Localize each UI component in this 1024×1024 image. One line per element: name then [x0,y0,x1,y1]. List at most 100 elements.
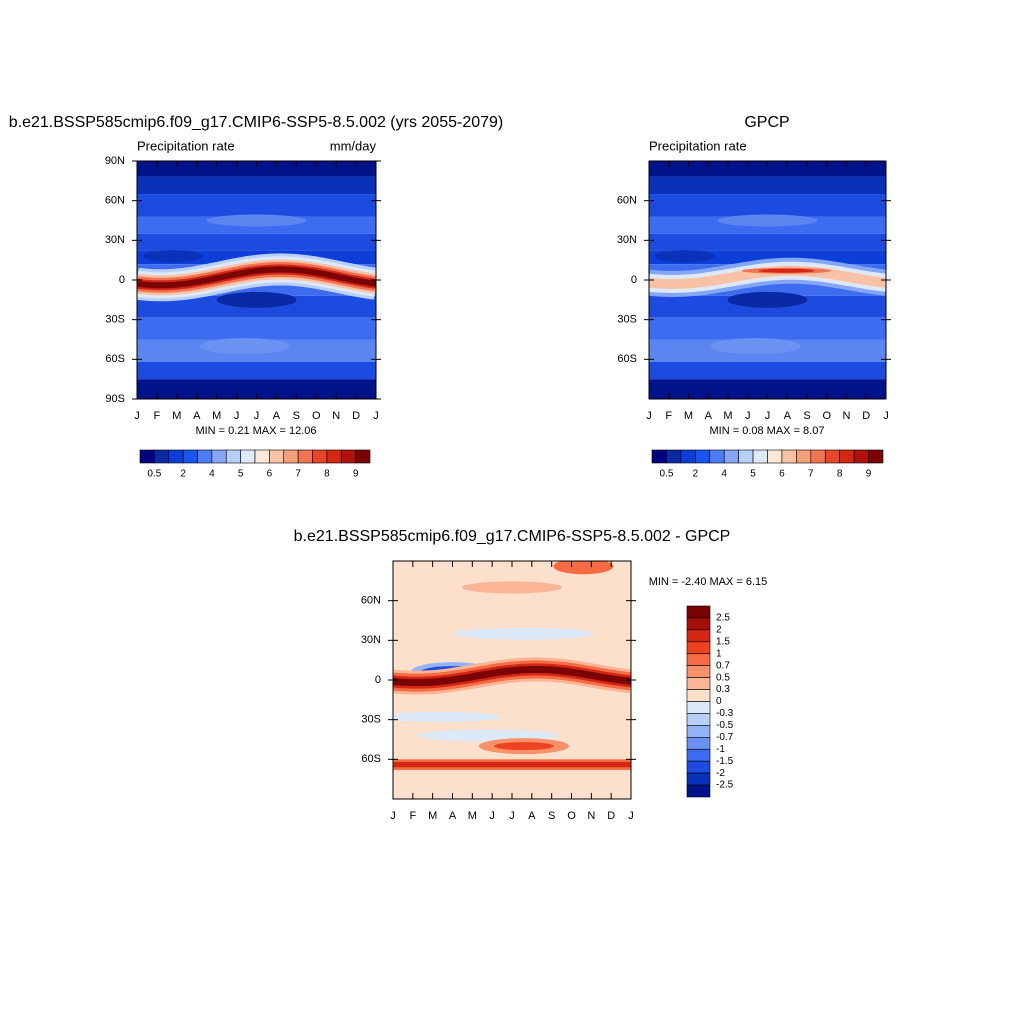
colorbar-box [686,784,711,798]
contour-band [137,194,376,217]
x-tick-label: N [843,410,851,422]
colorbar-box [723,449,739,464]
x-tick-label: D [607,810,615,822]
y-tick-label: 60N [361,595,381,607]
colorbar-box [686,641,711,655]
x-tick-label: F [409,810,416,822]
colorbar-box [686,689,711,702]
panel-title: GPCP [744,114,789,131]
x-tick-label: N [332,410,340,422]
colorbar-box [686,701,711,714]
colorbar-box [738,449,754,464]
colorbar-box [340,449,356,464]
colorbar-label: -1 [716,744,725,755]
x-tick-label: N [587,810,595,822]
colorbar-box [781,449,797,464]
colorbar-box [810,449,826,464]
colorbar-label: 6 [779,469,785,480]
contour-patch [727,291,808,308]
x-tick-label: J [134,410,140,422]
colorbar-box [154,449,170,464]
y-tick-label: 60N [617,195,637,207]
x-tick-label: A [528,810,536,822]
colorbar-box [686,713,711,726]
right-label: mm/day [330,138,377,153]
colorbar-box [297,449,313,464]
contour-band [393,761,631,768]
colorbar-box [686,617,711,631]
colorbar-label: 9 [353,469,359,480]
colorbar-box [752,449,768,464]
x-tick-label: S [548,810,555,822]
colorbar-box [211,449,227,464]
y-tick-label: 60S [105,353,125,365]
colorbar-label: 7 [808,469,814,480]
colorbar-box [225,449,241,464]
x-tick-label: J [489,810,495,822]
colorbar-label: 1.5 [716,636,730,647]
contour-band [137,266,376,289]
x-tick-label: O [822,410,831,422]
x-tick-label: O [312,410,321,422]
contour-band [137,233,376,251]
colorbar-box [686,760,711,774]
contour-band [393,665,631,687]
colorbar-label: 0.5 [147,469,161,480]
colorbar-box [686,605,711,619]
colorbar-box [839,449,855,464]
x-tick-label: A [449,810,457,822]
colorbar-box [269,449,285,464]
colorbar-box [709,449,725,464]
colorbar-label: 5 [750,469,756,480]
colorbar-label: 9 [866,469,872,480]
y-tick-label: 30S [105,314,125,326]
contour-patch [710,338,801,355]
colorbar-box [767,449,783,464]
colorbar-box [283,449,299,464]
x-tick-label: F [154,410,161,422]
x-tick-label: A [705,410,713,422]
contour-field [649,161,886,399]
y-tick-label: 30N [617,234,637,246]
contour-patch [553,561,614,575]
colorbar-box [686,653,711,666]
contour-band [649,361,886,380]
contour-patch [216,291,297,308]
colorbar-label: 0.5 [716,672,730,683]
contour-patch [142,250,203,263]
contour-field [137,161,376,399]
contour-patch [453,627,594,640]
contour-patch [393,712,501,723]
colorbar-box [666,449,682,464]
x-tick-label: J [883,410,889,422]
contour-patch [199,338,290,355]
y-tick-label: 30N [361,634,381,646]
contour-band [649,176,886,195]
x-tick-label: A [193,410,201,422]
y-tick-label: 90N [105,155,125,167]
contour-patch [717,214,818,227]
colorbar-label: 0 [716,696,722,707]
contour-patch [462,581,562,594]
x-tick-label: O [567,810,576,822]
x-tick-label: J [254,410,260,422]
colorbar-box [686,737,711,750]
colorbar-label: 8 [324,469,330,480]
colorbar-label: 0.5 [659,469,673,480]
colorbar-label: -0.7 [716,732,734,743]
contour-band [649,317,886,340]
colorbar-label: 2.5 [716,613,730,624]
x-tick-label: S [803,410,810,422]
colorbar-box [312,449,328,464]
colorbar-label: -2 [716,768,725,779]
colorbar-label: 0.7 [716,660,730,671]
y-tick-label: 60S [361,753,381,765]
x-tick-label: A [273,410,281,422]
colorbar-label: -0.5 [716,720,734,731]
x-tick-label: J [390,810,396,822]
contour-field [393,561,631,799]
colorbar-box [686,748,711,762]
colorbar-label: 2 [180,469,186,480]
x-tick-label: J [646,410,652,422]
